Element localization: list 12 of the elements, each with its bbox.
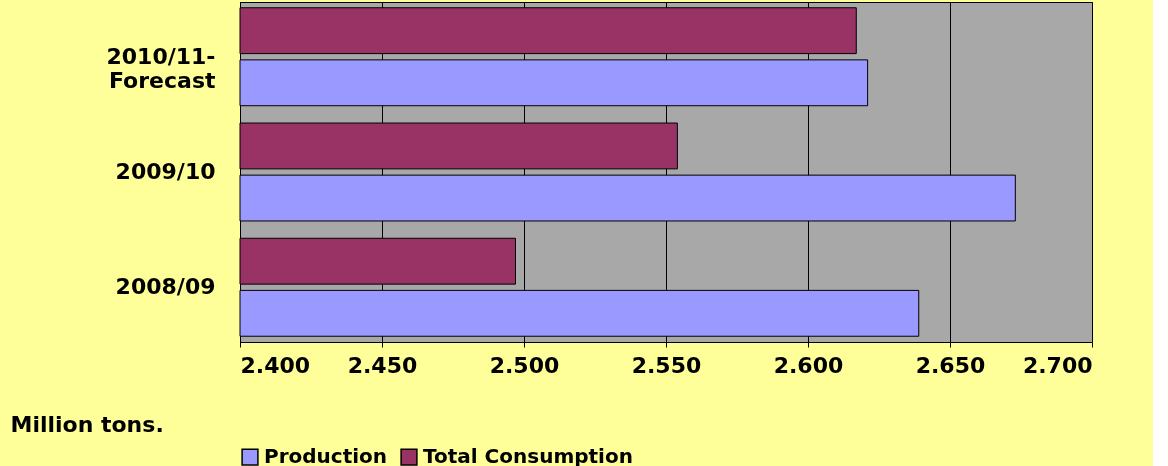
x-axis-title: Million tons. [10,411,164,437]
x-tick-label: 2.450 [347,352,418,378]
x-tick-label: 2.650 [915,352,986,378]
x-tick-label: 2.550 [631,352,702,378]
x-tick-label: 2.500 [489,352,560,378]
y-tick-label: 2009/10 [115,159,216,184]
x-tick-label: 2.400 [240,352,311,378]
x-tick-label: 2.700 [1022,352,1093,378]
y-tick-label: 2008/09 [115,274,216,300]
y-tick-label: 2010/11- Forecast [106,43,216,93]
x-tick-label: 2.600 [773,352,844,378]
legend-label: Production [264,444,388,466]
